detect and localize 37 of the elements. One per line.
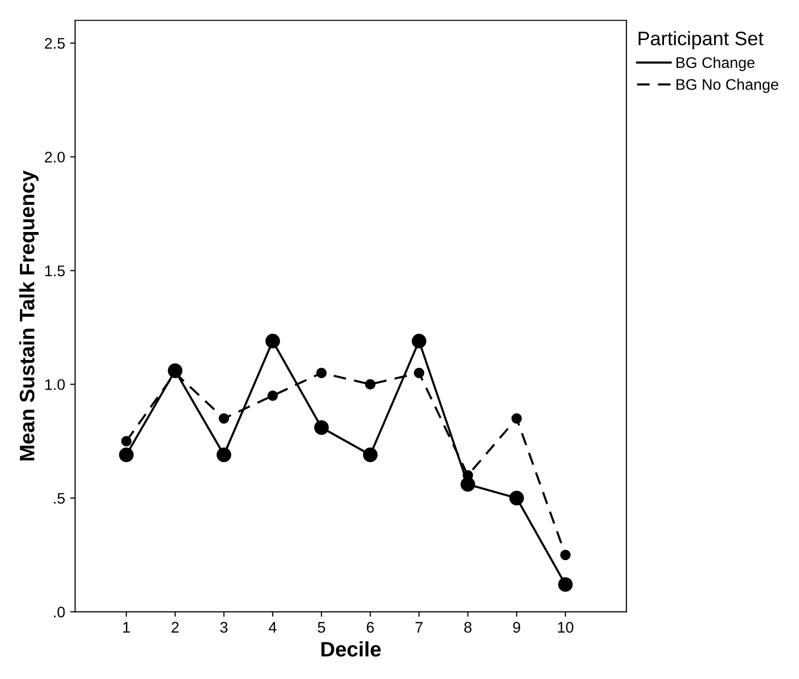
point [265,334,280,348]
point [412,334,426,348]
x-tick-label: 2 [172,622,179,633]
point [119,448,134,462]
point [316,368,327,378]
point [511,413,522,424]
y-tick-label: .0 [54,606,65,618]
legend-title: Participant Set [638,31,764,50]
legend-label: BG No Change [676,78,778,93]
x-axis-title: Decile [321,641,381,657]
point [509,490,524,506]
x-tick-label: 3 [220,622,228,633]
x-tick-label: 10 [558,622,574,633]
point [414,368,424,378]
x-tick-label: 7 [416,622,423,633]
x-tick-label: 9 [513,622,520,633]
point [362,448,378,462]
point [216,448,232,462]
y-tick-label: .5 [54,493,65,504]
y-tick-label: 2.0 [44,152,65,163]
x-tick-label: 1 [123,622,130,633]
point [558,577,573,592]
point [267,390,278,401]
x-tick-label: 4 [268,622,276,633]
y-tick-label: 2.5 [44,38,65,49]
point [365,379,376,390]
legend-label: BG Change [676,56,754,72]
y-axis-title: Mean Sustain Talk Frequency [19,170,39,460]
point [218,413,230,424]
x-tick-label: 8 [464,622,472,633]
y-tick-label: 1.5 [45,266,65,276]
point [560,550,571,560]
point [121,436,132,446]
x-tick-label: 6 [366,622,374,633]
x-tick-label: 5 [318,622,326,633]
y-tick-label: 1.0 [45,379,65,390]
point [314,420,329,435]
